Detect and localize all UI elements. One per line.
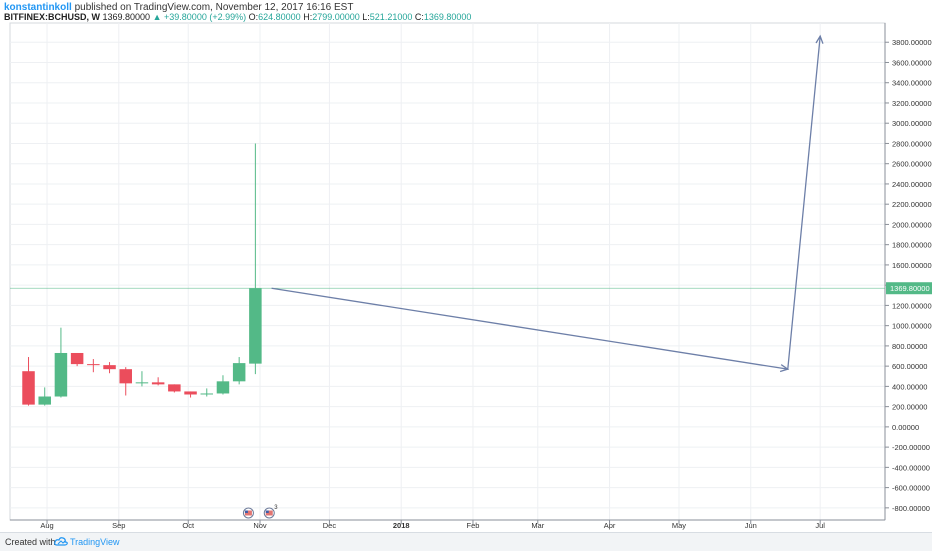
low-value: 521.21000 bbox=[369, 12, 413, 22]
event-count-label: 3 bbox=[274, 505, 278, 511]
y-tick-label: -800.00000 bbox=[892, 504, 930, 513]
y-tick-label: 0.00000 bbox=[892, 423, 919, 432]
candle bbox=[38, 387, 51, 406]
last-price-tag-bg bbox=[886, 282, 932, 295]
publish-text: published on TradingView.com, November 1… bbox=[74, 2, 354, 13]
close-label: C: bbox=[414, 12, 424, 22]
close-value: 1369.80000 bbox=[423, 12, 472, 22]
y-tick-label: 3800.00000 bbox=[892, 38, 932, 47]
y-tick-label: 3000.00000 bbox=[892, 119, 932, 128]
x-tick-label: Sep bbox=[112, 521, 125, 530]
y-tick-label: 1800.00000 bbox=[892, 241, 932, 250]
event-flag bbox=[244, 510, 252, 516]
candle bbox=[70, 352, 84, 367]
x-tick-label: Jul bbox=[815, 521, 825, 530]
last-price-tag-label: 1369.80000 bbox=[890, 284, 930, 293]
y-tick-label: 1000.00000 bbox=[892, 322, 932, 331]
candle-body bbox=[103, 365, 116, 370]
candle-body bbox=[54, 352, 68, 397]
x-tick-label: May bbox=[672, 521, 686, 530]
x-tick-label: Aug bbox=[40, 521, 53, 530]
y-tick-label: 2200.00000 bbox=[892, 200, 932, 209]
candle-body bbox=[22, 371, 35, 405]
last-price: 1369.80000 bbox=[102, 12, 151, 22]
candle-body bbox=[216, 381, 230, 394]
candle-body bbox=[184, 391, 197, 395]
candle-body bbox=[232, 363, 246, 382]
x-tick-label: Mar bbox=[531, 521, 544, 530]
candle bbox=[232, 357, 246, 385]
candle bbox=[200, 388, 214, 397]
event-flag-canton bbox=[244, 510, 248, 513]
candle-body bbox=[87, 364, 100, 366]
x-tick-label: Jun bbox=[745, 521, 757, 530]
symbol-info: BITFINEX:BCHUSD, W 1369.80000 ▲ +39.8000… bbox=[4, 12, 471, 22]
y-tick-label: 1600.00000 bbox=[892, 261, 932, 270]
candle-body bbox=[249, 288, 262, 364]
candle-body bbox=[151, 382, 165, 385]
x-tick-label: Feb bbox=[466, 521, 479, 530]
price-change: +39.80000 (+2.99%) bbox=[164, 12, 247, 22]
y-tick-label: 2600.00000 bbox=[892, 160, 932, 169]
event-flag bbox=[265, 510, 273, 516]
author-link[interactable]: konstantinkoll bbox=[4, 2, 72, 13]
event-flag-icon: 3 bbox=[263, 505, 278, 519]
open-label: O: bbox=[248, 12, 259, 22]
open-value: 624.80000 bbox=[258, 12, 301, 22]
y-tick-label: 2000.00000 bbox=[892, 220, 932, 229]
arrow-head-end bbox=[815, 34, 824, 44]
candle-body bbox=[200, 393, 214, 395]
candle bbox=[151, 377, 165, 386]
candle bbox=[216, 375, 230, 395]
candle-body bbox=[135, 382, 149, 384]
y-tick-label: 800.00000 bbox=[892, 342, 927, 351]
y-tick-label: 2800.00000 bbox=[892, 139, 932, 148]
tradingview-cloud-icon bbox=[54, 537, 68, 546]
tradingview-logo-text[interactable]: TradingView bbox=[70, 537, 120, 547]
created-with-text: Created with bbox=[5, 537, 56, 547]
y-tick-label: 600.00000 bbox=[892, 362, 927, 371]
up-triangle-icon: ▲ bbox=[152, 12, 162, 22]
candle bbox=[184, 391, 197, 398]
publish-info: konstantinkoll published on TradingView.… bbox=[4, 2, 353, 13]
y-tick-label: 1200.00000 bbox=[892, 301, 932, 310]
plot-area bbox=[9, 22, 886, 521]
event-flag-canton bbox=[265, 510, 269, 513]
candle-body bbox=[119, 369, 132, 384]
candle bbox=[22, 357, 35, 406]
candle bbox=[249, 143, 262, 375]
x-tick-label: Apr bbox=[604, 521, 616, 530]
y-tick-label: -200.00000 bbox=[892, 443, 930, 452]
candle bbox=[135, 371, 149, 387]
x-tick-label: Oct bbox=[182, 521, 195, 530]
y-tick-label: 3200.00000 bbox=[892, 99, 932, 108]
footer-bar: Created with TradingView bbox=[0, 532, 932, 551]
last-price-tag: 1369.80000 bbox=[886, 282, 932, 295]
candle-body bbox=[38, 396, 51, 405]
y-tick-label: 3400.00000 bbox=[892, 79, 932, 88]
candle bbox=[54, 327, 68, 398]
low-label: L: bbox=[362, 12, 370, 22]
price-chart[interactable]: -800.00000 -600.00000 -400.00000 -200.00000… bbox=[0, 0, 932, 532]
candle-body bbox=[70, 352, 84, 365]
y-tick-label: -400.00000 bbox=[892, 463, 930, 472]
symbol-name: BITFINEX:BCHUSD, W bbox=[4, 12, 100, 22]
y-tick-label: 2400.00000 bbox=[892, 180, 932, 189]
candle-body bbox=[168, 384, 181, 392]
candle bbox=[87, 359, 100, 373]
y-tick-label: -600.00000 bbox=[892, 484, 930, 493]
x-tick-label: Dec bbox=[323, 521, 337, 530]
x-tick-label: 2018 bbox=[393, 521, 410, 530]
candle bbox=[119, 367, 132, 396]
y-tick-label: 400.00000 bbox=[892, 382, 927, 391]
high-value: 2799.00000 bbox=[312, 12, 360, 22]
candle bbox=[168, 384, 181, 393]
arrow-head-mid bbox=[779, 364, 790, 373]
x-tick-label: Nov bbox=[253, 521, 267, 530]
high-label: H: bbox=[303, 12, 313, 22]
y-tick-label: 3600.00000 bbox=[892, 58, 932, 67]
candle bbox=[103, 362, 116, 374]
event-flag-icon bbox=[242, 507, 254, 519]
y-tick-label: 200.00000 bbox=[892, 403, 927, 412]
